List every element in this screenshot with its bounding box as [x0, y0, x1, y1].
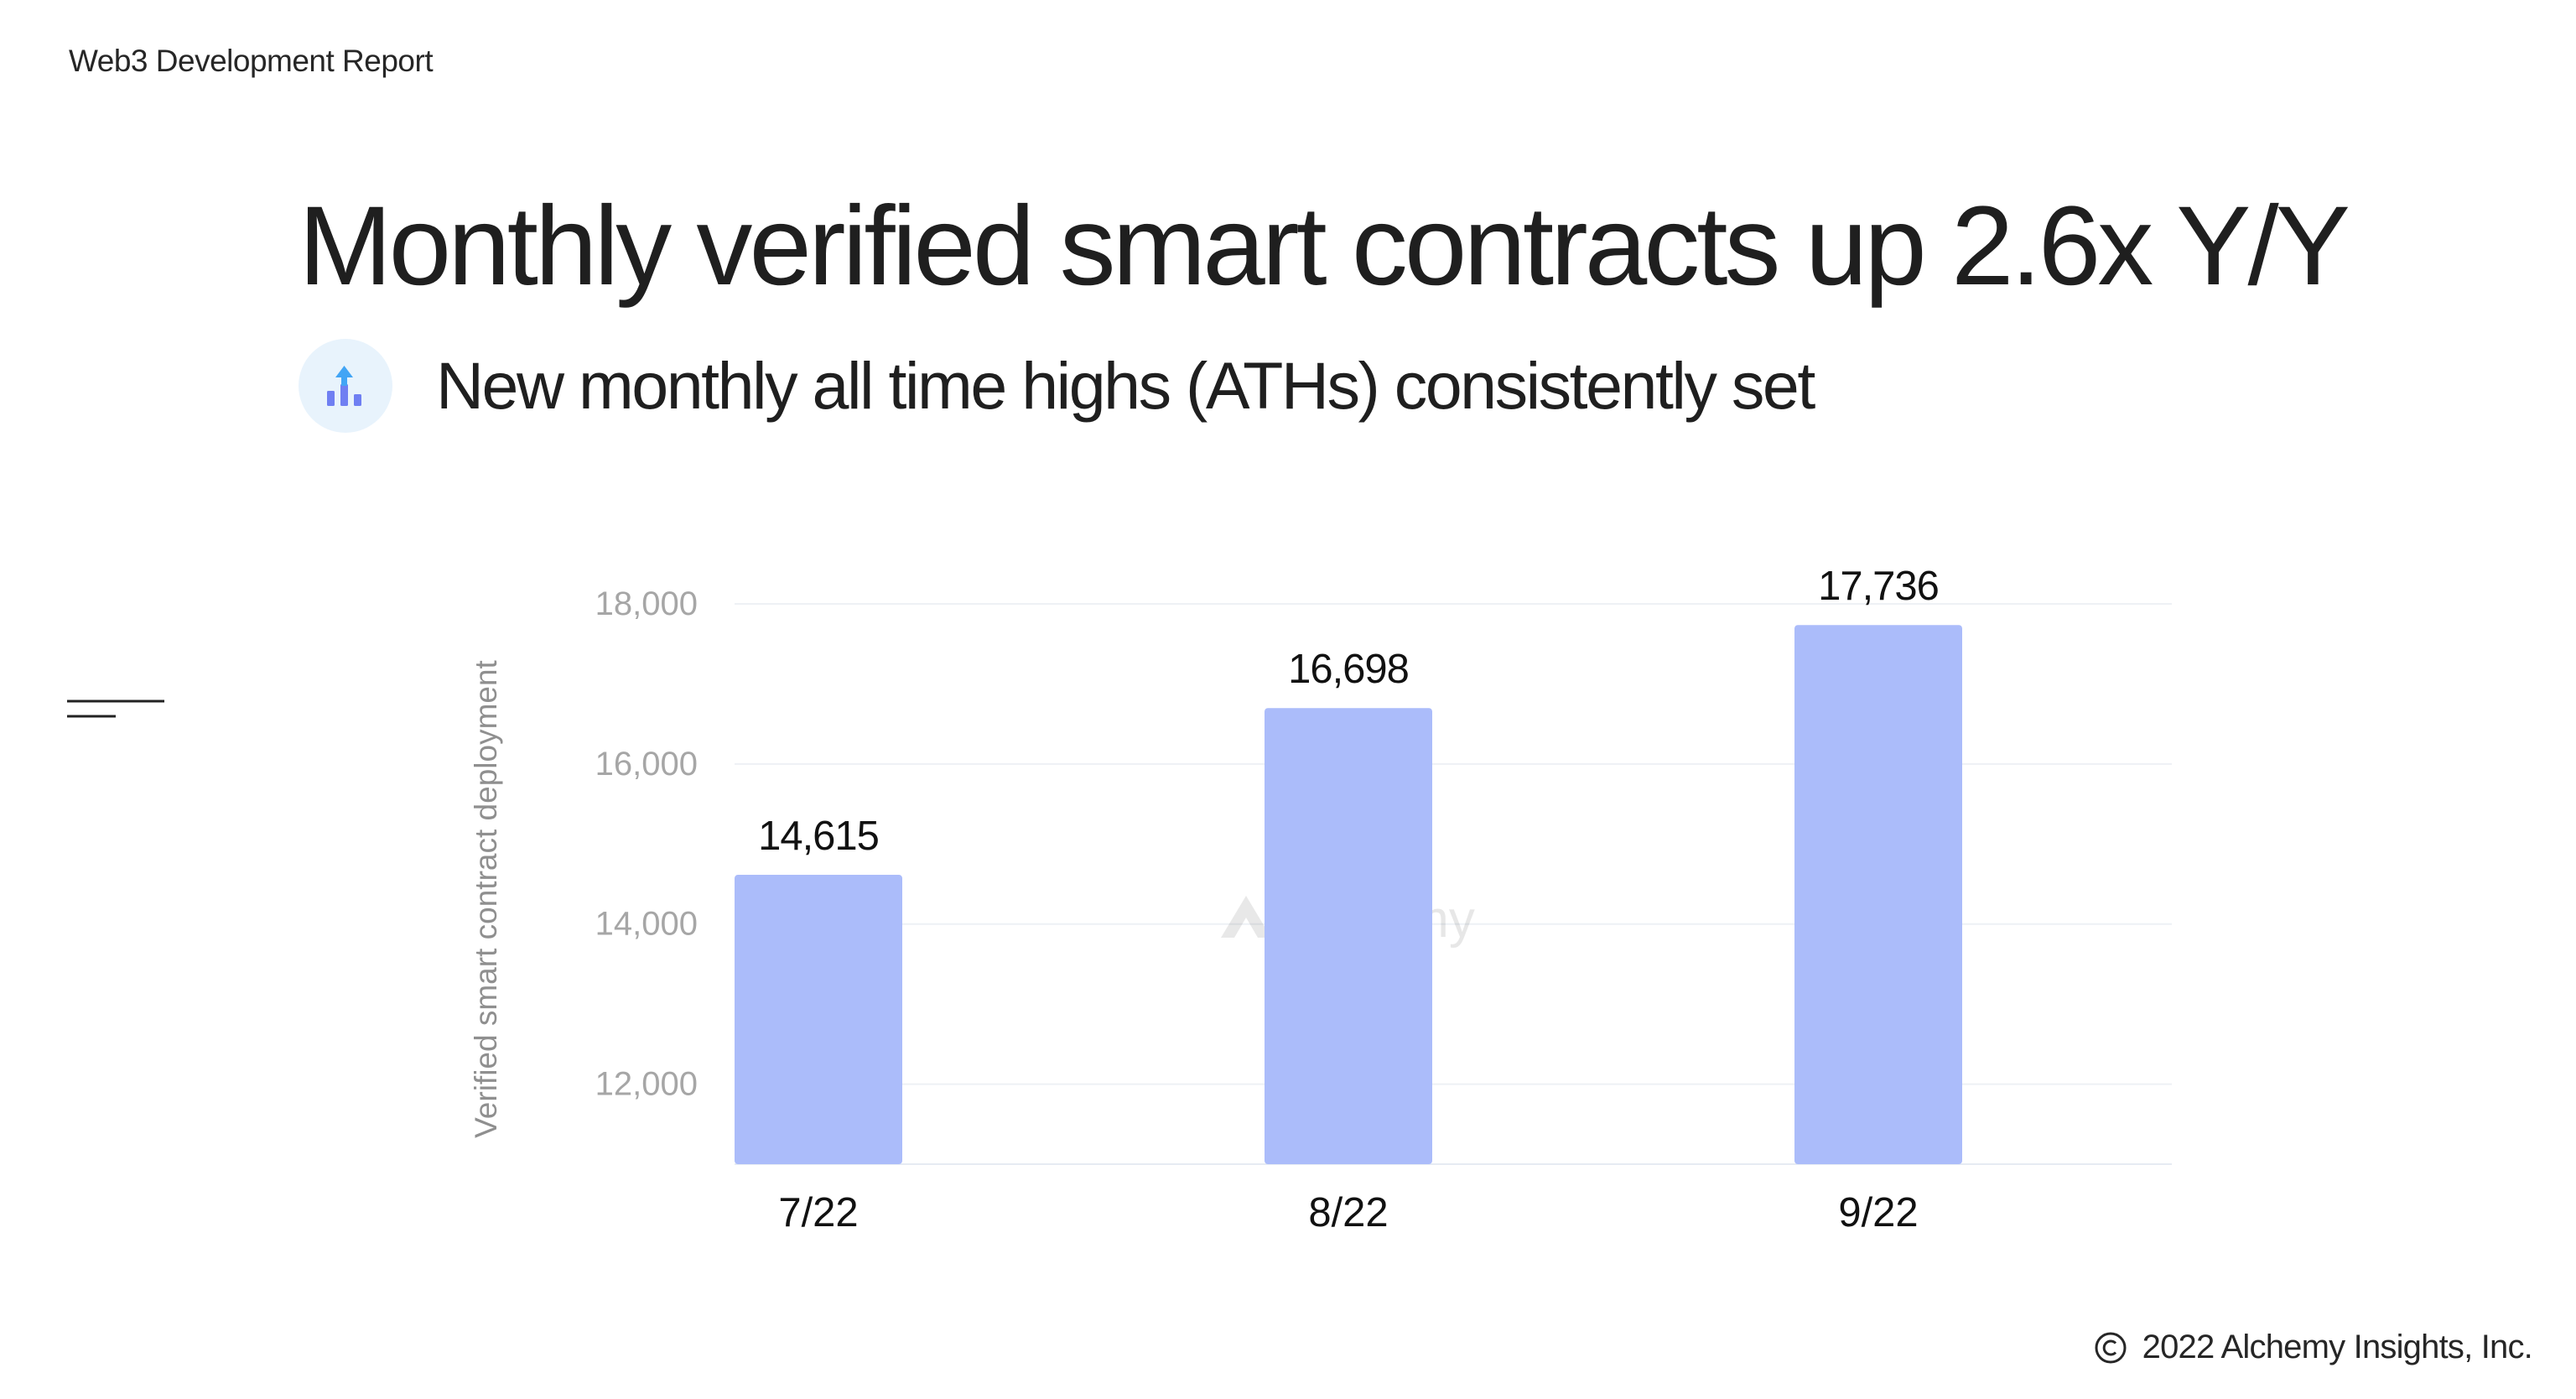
- bar: [735, 875, 902, 1164]
- copyright-text: 2022 Alchemy Insights, Inc.: [2142, 1329, 2533, 1365]
- y-tick-label: 18,000: [595, 585, 698, 622]
- y-tick-label: 16,000: [595, 746, 698, 783]
- bar: [1265, 708, 1432, 1164]
- x-tick-label: 9/22: [1838, 1190, 1918, 1235]
- labels: 12,000 14,000 16,000 18,000 14,615 7/22 16,698…: [595, 564, 1940, 1235]
- alchemy-logo-icon: [1221, 896, 1271, 938]
- y-tick-label: 12,000: [595, 1066, 698, 1103]
- bar-chart-up-arrow-icon: [299, 339, 392, 433]
- copyright: 2022 Alchemy Insights, Inc.: [2094, 1329, 2533, 1366]
- subtitle-row: New monthly all time highs (ATHs) consis…: [299, 339, 1815, 433]
- x-tick-label: 8/22: [1308, 1190, 1388, 1235]
- slide-subtitle: New monthly all time highs (ATHs) consis…: [436, 348, 1815, 423]
- copyright-icon: [2095, 1332, 2127, 1363]
- bar: [1794, 625, 1962, 1164]
- y-tick-label: 14,000: [595, 906, 698, 943]
- y-axis-title: Verified smart contract deployment: [469, 659, 503, 1137]
- x-tick-label: 7/22: [778, 1190, 858, 1235]
- data-label: 16,698: [1288, 647, 1409, 692]
- slide-title: Monthly verified smart contracts up 2.6x…: [299, 184, 2350, 309]
- decorative-lines-icon: [67, 700, 164, 718]
- report-label: Web3 Development Report: [69, 44, 434, 78]
- data-label: 17,736: [1818, 564, 1939, 609]
- bars: [735, 625, 1962, 1164]
- data-label: 14,615: [758, 814, 879, 859]
